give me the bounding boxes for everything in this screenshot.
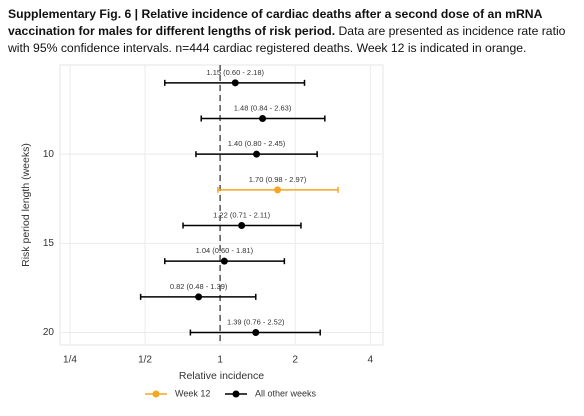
point: [238, 222, 246, 230]
value-label: 1.40 (0.80 - 2.45): [228, 139, 286, 148]
legend-marker: [152, 390, 160, 398]
x-tick-label: 1/4: [63, 355, 77, 366]
value-label: 1.22 (0.71 - 2.11): [213, 210, 270, 219]
point: [220, 257, 228, 265]
y-tick-label: 20: [43, 327, 55, 338]
value-label: 1.70 (0.98 - 2.97): [249, 175, 307, 184]
panel: [59, 64, 384, 346]
x-tick-label: 1: [217, 355, 223, 366]
x-tick-label: 4: [367, 355, 373, 366]
y-tick-label: 15: [43, 238, 55, 249]
point: [231, 79, 239, 87]
x-tick-label: 2: [292, 355, 298, 366]
point: [259, 115, 267, 123]
y-axis-label: Risk period length (weeks): [20, 143, 32, 267]
point: [274, 186, 282, 194]
point: [195, 293, 203, 301]
legend-marker: [232, 390, 240, 398]
legend-label: Week 12: [175, 388, 210, 398]
x-axis-label: Relative incidence: [179, 370, 264, 382]
legend-label: All other weeks: [255, 388, 317, 398]
value-label: 1.15 (0.60 - 2.18): [206, 68, 264, 77]
value-label: 1.04 (0.60 - 1.81): [196, 246, 254, 255]
chart-title: Supplementary Fig. 6 | Relative incidenc…: [8, 7, 542, 38]
caption-text: Data are presented as incidence rate rat…: [8, 24, 566, 55]
value-label: 1.39 (0.76 - 2.52): [227, 318, 285, 327]
value-label: 1.48 (0.84 - 2.63): [234, 103, 292, 112]
point: [253, 150, 261, 158]
caption: Supplementary Fig. 6 | Relative incidenc…: [8, 6, 578, 57]
value-label: 0.82 (0.48 - 1.39): [170, 282, 228, 291]
x-tick-label: 1/2: [138, 355, 152, 366]
y-tick-label: 10: [43, 149, 55, 160]
point: [252, 329, 260, 337]
